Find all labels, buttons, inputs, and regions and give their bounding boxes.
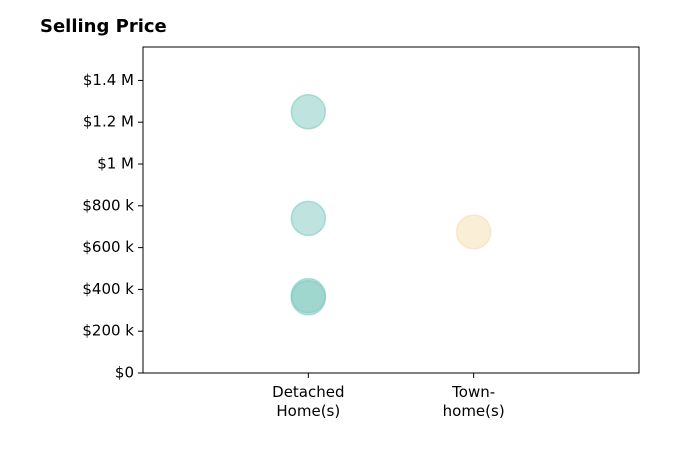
y-axis: $0 $200 k $400 k $600 k $800 k $1 M $1.2 M $1.4… xyxy=(82,71,143,382)
x-tick-label: Detached Home(s) xyxy=(272,383,344,420)
data-point xyxy=(290,94,327,130)
y-tick-label: $1.2 M xyxy=(83,113,134,131)
y-tick-label: $200 k xyxy=(82,322,134,340)
y-tick-label: $400 k xyxy=(82,280,134,298)
y-tick-label: $800 k xyxy=(82,196,134,214)
data-point xyxy=(290,280,327,316)
y-tick-label: $600 k xyxy=(82,238,134,256)
data-point xyxy=(290,200,327,237)
data-point xyxy=(455,214,492,250)
plot-area-frame xyxy=(142,46,640,374)
y-tick-label: $1.4 M xyxy=(83,71,134,89)
x-tick-label: Town-home(s) xyxy=(443,383,505,420)
x-axis: Detached Home(s) Town-home(s) xyxy=(272,373,505,420)
y-tick-label: $0 xyxy=(115,364,134,382)
data-points xyxy=(290,94,492,316)
chart-title: Selling Price xyxy=(40,16,167,37)
y-tick-label: $1 M xyxy=(97,155,134,173)
